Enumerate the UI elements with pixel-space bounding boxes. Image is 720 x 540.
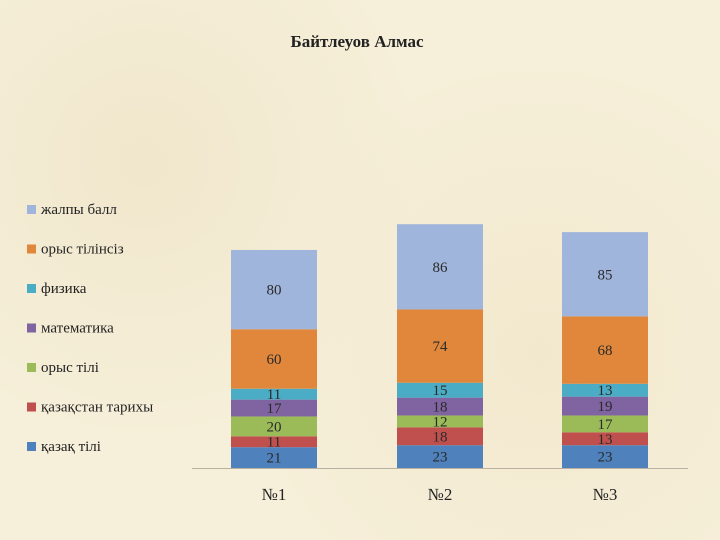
legend-entry: физика [27, 281, 87, 297]
x-tick-label: №2 [428, 485, 453, 504]
data-label: 18 [433, 400, 448, 416]
legend-entry: жалпы балл [27, 202, 117, 218]
legend-label: орыс тілінсіз [41, 242, 124, 258]
bar-segment [397, 382, 483, 398]
data-label: 85 [598, 267, 613, 283]
legend-label: физика [41, 281, 87, 297]
bar-segment [231, 416, 317, 437]
legend-swatch [27, 323, 36, 333]
bar-segment [231, 388, 317, 400]
data-label: 11 [267, 435, 281, 451]
legend-label: қазақ тілі [41, 439, 101, 455]
bar-segment [562, 432, 648, 446]
bar-segment [562, 316, 648, 384]
data-label: 17 [598, 417, 614, 433]
bar-segment [397, 427, 483, 446]
bar-segment [397, 224, 483, 310]
data-label: 15 [433, 383, 448, 399]
data-label: 20 [267, 419, 282, 435]
bar-segment [562, 396, 648, 416]
data-label: 74 [433, 339, 449, 355]
legend-swatch [27, 244, 36, 254]
bar-segment [562, 415, 648, 433]
legend-swatch [27, 284, 36, 293]
bar-segment [231, 399, 317, 417]
data-label: 13 [598, 383, 613, 399]
legend-entry: орыс тілі [27, 360, 99, 376]
x-tick-label: №1 [262, 485, 287, 504]
bar-segment [562, 383, 648, 397]
bar-segment [397, 309, 483, 383]
bar-segment [231, 447, 317, 468]
data-label: 68 [598, 343, 613, 359]
chart-title: Байтлеуов Алмас [290, 32, 423, 51]
bar-segment [397, 415, 483, 428]
data-label: 21 [267, 451, 282, 467]
legend-entry: орыс тілінсіз [27, 242, 124, 258]
bar-segment [562, 232, 648, 317]
data-label: 60 [267, 352, 282, 368]
legend-label: қазақстан тарихы [41, 400, 153, 416]
data-label: 17 [267, 401, 283, 417]
legend: жалпы балл орыс тілінсіз физика математика о… [27, 202, 153, 455]
legend-label: орыс тілі [41, 360, 99, 376]
data-label: 19 [598, 399, 613, 415]
bar-segment [231, 249, 317, 330]
legend-entry: математика [27, 321, 114, 337]
data-label: 12 [433, 414, 448, 430]
bar-segment [231, 329, 317, 389]
data-label: 23 [433, 450, 448, 466]
legend-swatch [27, 402, 36, 412]
x-tick-label: №3 [593, 485, 618, 504]
data-label: 18 [433, 429, 448, 445]
plot-area: 21112017116080№123181218157486№223131719… [192, 224, 688, 504]
legend-label: математика [41, 321, 114, 337]
data-label: 11 [267, 387, 281, 403]
legend-label: жалпы балл [40, 202, 117, 218]
bar-segment [397, 445, 483, 468]
data-label: 80 [267, 283, 282, 299]
data-label: 13 [598, 432, 613, 448]
data-label: 23 [598, 450, 613, 466]
legend-entry: қазақстан тарихы [27, 400, 153, 416]
data-label: 86 [433, 260, 449, 276]
bar-segment [231, 436, 317, 448]
legend-swatch [27, 442, 36, 451]
legend-swatch [27, 205, 36, 214]
legend-swatch [27, 363, 36, 372]
bar-segment [562, 445, 648, 468]
bar-segment [397, 397, 483, 416]
legend-entry: қазақ тілі [27, 439, 101, 455]
